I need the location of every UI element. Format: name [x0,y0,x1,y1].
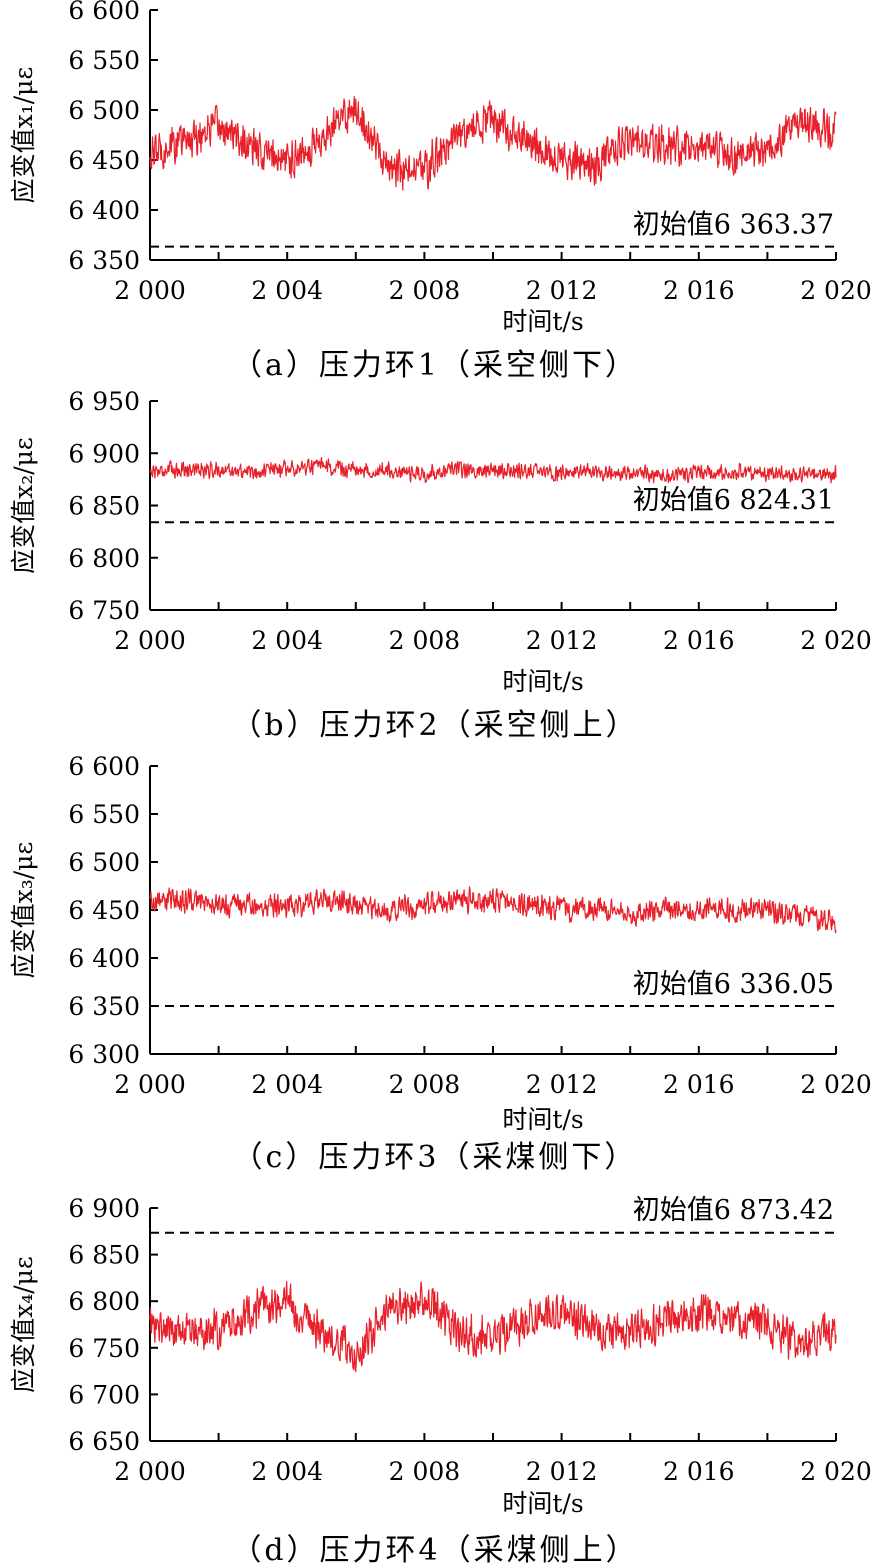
panel-1-x-axis-title: 时间t/s [502,307,583,336]
panel-4-caption: （d）压力环4（采煤侧上） [231,1533,638,1568]
panel-3-y-axis-title: 应变值x₃/με [9,842,38,979]
panel-1-x-tick-label: 2 008 [389,276,461,305]
panel-4-x-tick-label: 2 004 [251,1457,323,1486]
panel-4-x-tick-label: 2 012 [526,1457,598,1486]
panel-4-x-tick-label: 2 016 [663,1457,735,1486]
panel-1-y-tick-label: 6 500 [68,96,140,125]
panel-1-x-tick-label: 2 016 [663,276,735,305]
panel-2-x-tick-label: 2 012 [526,626,598,655]
panel-1-y-tick-label: 6 450 [68,146,140,175]
panel-4-y-tick-label: 6 800 [68,1287,140,1316]
panel-1-y-axis-title: 应变值x₁/με [9,67,38,204]
panel-2-reference-label: 初始值6 824.31 [633,485,834,516]
panel-1-series-line [149,95,837,191]
panel-1-y-tick-label: 6 400 [68,196,140,225]
panel-2-y-tick-label: 6 900 [68,439,140,468]
panel-1-reference-label: 初始值6 363.37 [633,210,834,241]
panel-3-x-tick-label: 2 016 [663,1070,735,1099]
panel-4-reference-label: 初始值6 873.42 [633,1195,834,1226]
panel-3-x-axis-title: 时间t/s [502,1105,583,1134]
panel-1-y-tick-label: 6 350 [68,246,140,275]
panel-4-y-tick-label: 6 900 [68,1194,140,1223]
panel-1-x-tick-label: 2 004 [251,276,323,305]
panel-3-y-tick-label: 6 450 [68,896,140,925]
panel-3-y-tick-label: 6 500 [68,848,140,877]
panel-3-y-tick-label: 6 550 [68,800,140,829]
panel-1-x-tick-label: 2 012 [526,276,598,305]
panel-4-x-axis-title: 时间t/s [502,1489,583,1518]
panel-1-caption: （a）压力环1（采空侧下） [232,348,638,383]
panel-1-y-tick-label: 6 600 [68,0,140,25]
panel-3-y-tick-label: 6 350 [68,992,140,1021]
panel-2-series-line [149,457,837,484]
panel-4-y-tick-label: 6 850 [68,1241,140,1270]
panel-3-x-tick-label: 2 004 [251,1070,323,1099]
panel-2-y-axis-title: 应变值x₂/με [9,437,38,574]
panel-3-x-tick-label: 2 012 [526,1070,598,1099]
panel-2-x-tick-label: 2 000 [114,626,186,655]
panel-4-x-tick-label: 2 020 [800,1457,871,1486]
panel-2-caption: （b）压力环2（采空侧上） [231,708,638,743]
panel-4-y-tick-label: 6 650 [68,1427,140,1456]
panel-4-y-axis-title: 应变值x₄/με [9,1256,38,1393]
panel-2-y-tick-label: 6 850 [68,492,140,521]
panel-2-x-tick-label: 2 008 [389,626,461,655]
panel-4-y-tick-label: 6 750 [68,1334,140,1363]
panel-2-y-tick-label: 6 950 [68,387,140,416]
panel-3-y-tick-label: 6 400 [68,944,140,973]
panel-3-x-tick-label: 2 000 [114,1070,186,1099]
panel-3-series-line [149,886,837,934]
panel-3-y-tick-label: 6 300 [68,1040,140,1069]
panel-1-y-tick-label: 6 550 [68,46,140,75]
panel-2-y-tick-label: 6 750 [68,596,140,625]
panel-1-x-tick-label: 2 020 [800,276,871,305]
panel-2-x-tick-label: 2 020 [800,626,871,655]
panel-4-x-tick-label: 2 008 [389,1457,461,1486]
panel-4-x-tick-label: 2 000 [114,1457,186,1486]
panel-2-x-axis-title: 时间t/s [502,667,583,696]
panel-4-y-tick-label: 6 700 [68,1380,140,1409]
panel-4-series-line [149,1280,837,1373]
panel-3-caption: （c）压力环3（采煤侧下） [233,1140,638,1175]
panel-3-reference-label: 初始值6 336.05 [633,969,834,1000]
panel-3-y-tick-label: 6 600 [68,752,140,781]
panel-3-x-tick-label: 2 020 [800,1070,871,1099]
panel-2-y-tick-label: 6 800 [68,544,140,573]
panel-2-x-tick-label: 2 016 [663,626,735,655]
panel-3-x-tick-label: 2 008 [389,1070,461,1099]
panel-2-x-tick-label: 2 004 [251,626,323,655]
panel-1-x-tick-label: 2 000 [114,276,186,305]
